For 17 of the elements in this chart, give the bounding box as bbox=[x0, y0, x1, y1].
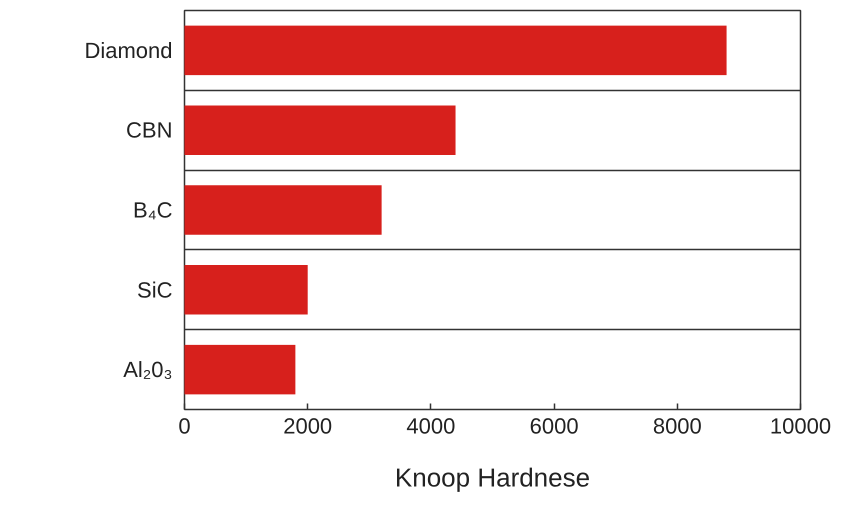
y-tick-label: B₄C bbox=[132, 198, 173, 222]
x-tick-label: 2000 bbox=[283, 414, 332, 438]
y-tick-label: SiC bbox=[137, 277, 173, 302]
x-axis-title: Knoop Hardnese bbox=[394, 462, 590, 492]
bar bbox=[184, 344, 296, 394]
y-tick-label: Diamond bbox=[84, 38, 173, 63]
bar bbox=[184, 265, 308, 315]
x-tick-label: 0 bbox=[178, 414, 191, 438]
x-tick-label: 10000 bbox=[770, 414, 832, 438]
x-tick-label: 8000 bbox=[652, 414, 702, 438]
bar bbox=[184, 26, 727, 76]
y-tick-label: Al₂0₃ bbox=[123, 357, 172, 382]
y-tick-label: CBN bbox=[126, 118, 173, 143]
x-tick-label: 4000 bbox=[406, 414, 456, 438]
bar bbox=[184, 185, 382, 235]
x-tick-label: 6000 bbox=[530, 414, 579, 438]
bar bbox=[184, 105, 456, 155]
